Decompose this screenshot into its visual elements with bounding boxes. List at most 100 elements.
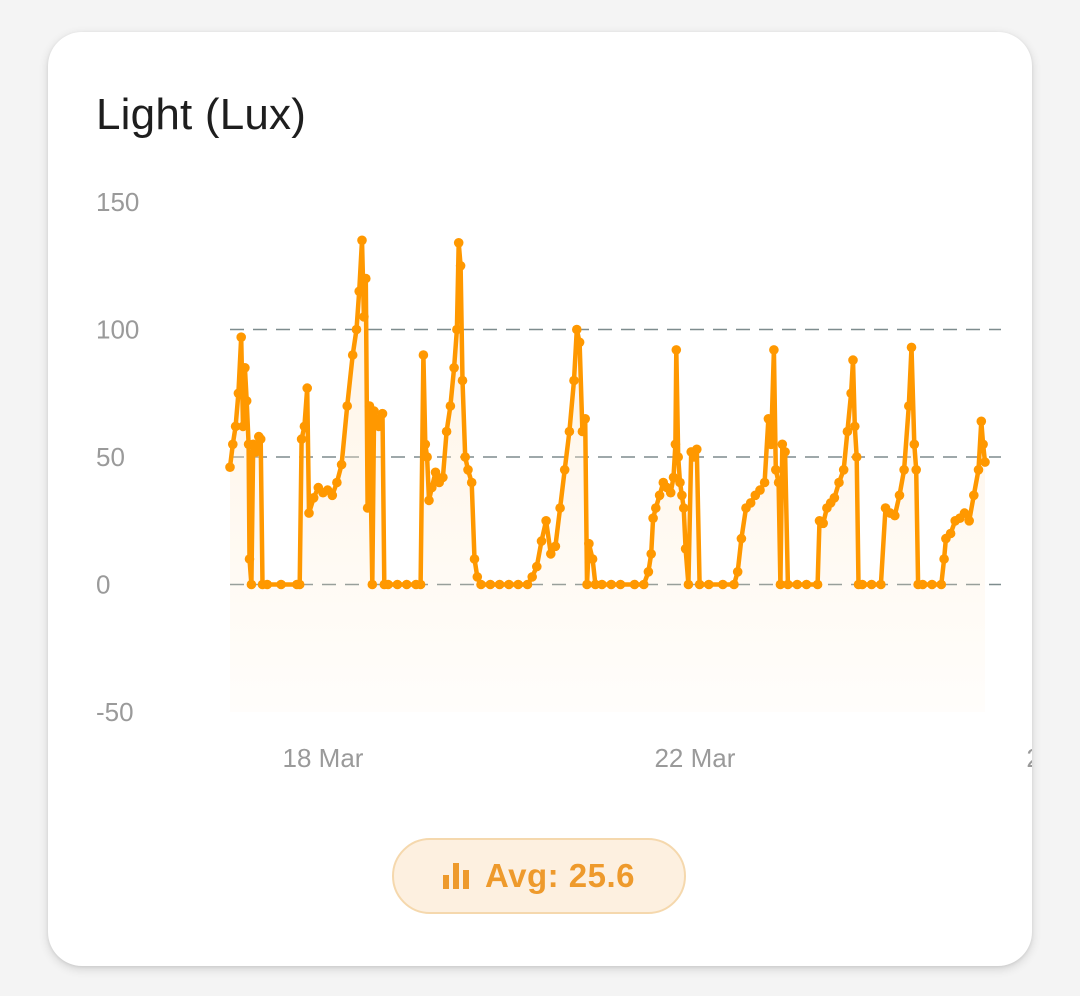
data-point (829, 493, 840, 503)
data-point (230, 421, 241, 432)
data-point (351, 324, 362, 335)
data-point (678, 503, 689, 513)
data-point (240, 363, 250, 373)
data-point (294, 579, 305, 590)
data-point (671, 345, 682, 355)
data-point (801, 579, 812, 590)
data-point (648, 513, 658, 523)
card-title: Light (Lux) (96, 90, 307, 139)
data-point (445, 401, 456, 411)
data-point (569, 375, 579, 386)
data-point (909, 439, 920, 450)
data-point (427, 482, 437, 493)
data-point (485, 579, 496, 590)
data-point (336, 459, 347, 470)
data-point (369, 406, 379, 416)
data-point (834, 477, 844, 488)
data-point (692, 444, 702, 455)
data-point (262, 579, 272, 590)
data-point (392, 579, 403, 590)
data-point (255, 434, 266, 444)
data-point (383, 579, 393, 590)
data-point (973, 465, 984, 475)
data-point (904, 401, 914, 411)
data-point (574, 337, 585, 348)
data-point (978, 439, 988, 450)
data-point (906, 342, 917, 353)
data-point (850, 421, 860, 432)
data-point (577, 426, 588, 437)
data-point (367, 579, 378, 590)
data-point (959, 508, 970, 518)
data-point (422, 452, 432, 462)
data-point (299, 421, 310, 432)
data-point (541, 516, 551, 526)
data-point (615, 579, 626, 590)
y-tick-label: -50 (96, 697, 134, 727)
data-point (582, 579, 592, 590)
data-point (449, 363, 459, 373)
data-point (476, 579, 486, 590)
data-point (418, 350, 429, 360)
data-point (866, 579, 877, 590)
data-point (587, 554, 598, 564)
data-point (251, 447, 261, 457)
data-point (559, 465, 570, 475)
data-point (546, 549, 556, 559)
data-point (683, 579, 694, 590)
data-point (276, 579, 286, 590)
data-point (606, 579, 616, 590)
data-point (980, 457, 990, 467)
data-point (936, 579, 947, 590)
data-point (246, 579, 257, 590)
y-tick-label: 50 (96, 442, 125, 472)
data-point (643, 567, 654, 577)
data-point (354, 286, 365, 297)
average-badge: Avg: 25.6 (392, 838, 686, 914)
data-point (777, 439, 788, 450)
data-point (532, 561, 542, 572)
data-point (969, 490, 979, 501)
data-point (675, 477, 685, 488)
data-point (455, 261, 466, 271)
x-tick-label: 25 Mar (1026, 743, 1032, 773)
data-point (572, 324, 582, 335)
data-point (584, 538, 594, 549)
data-point (704, 579, 714, 590)
data-point (228, 439, 238, 450)
average-label: Avg: 25.6 (484, 857, 635, 894)
data-point (522, 579, 533, 590)
data-point (420, 439, 431, 450)
data-point (377, 408, 388, 419)
data-point (296, 434, 307, 444)
data-point (848, 355, 858, 365)
data-point (763, 414, 774, 424)
data-point (342, 401, 353, 411)
data-point (670, 439, 681, 450)
data-point (689, 452, 699, 462)
data-point (729, 579, 739, 590)
data-point (536, 536, 547, 546)
data-point (359, 312, 369, 322)
x-tick-label: 22 Mar (654, 743, 735, 773)
data-point (327, 490, 338, 501)
data-point (361, 273, 371, 284)
x-tick-label: 18 Mar (283, 743, 364, 773)
data-point (917, 579, 928, 590)
data-point (718, 579, 728, 590)
data-point (812, 579, 823, 590)
data-point (775, 579, 786, 590)
data-point (347, 350, 358, 360)
data-point (374, 421, 384, 432)
data-point (780, 447, 790, 457)
data-point (654, 490, 665, 501)
data-point (927, 579, 937, 590)
data-point (469, 554, 480, 564)
data-point (438, 472, 448, 483)
data-point (673, 452, 683, 462)
data-point (890, 510, 900, 521)
data-point (639, 579, 649, 590)
data-point (238, 421, 248, 432)
data-point (362, 503, 373, 513)
data-point (597, 579, 607, 590)
